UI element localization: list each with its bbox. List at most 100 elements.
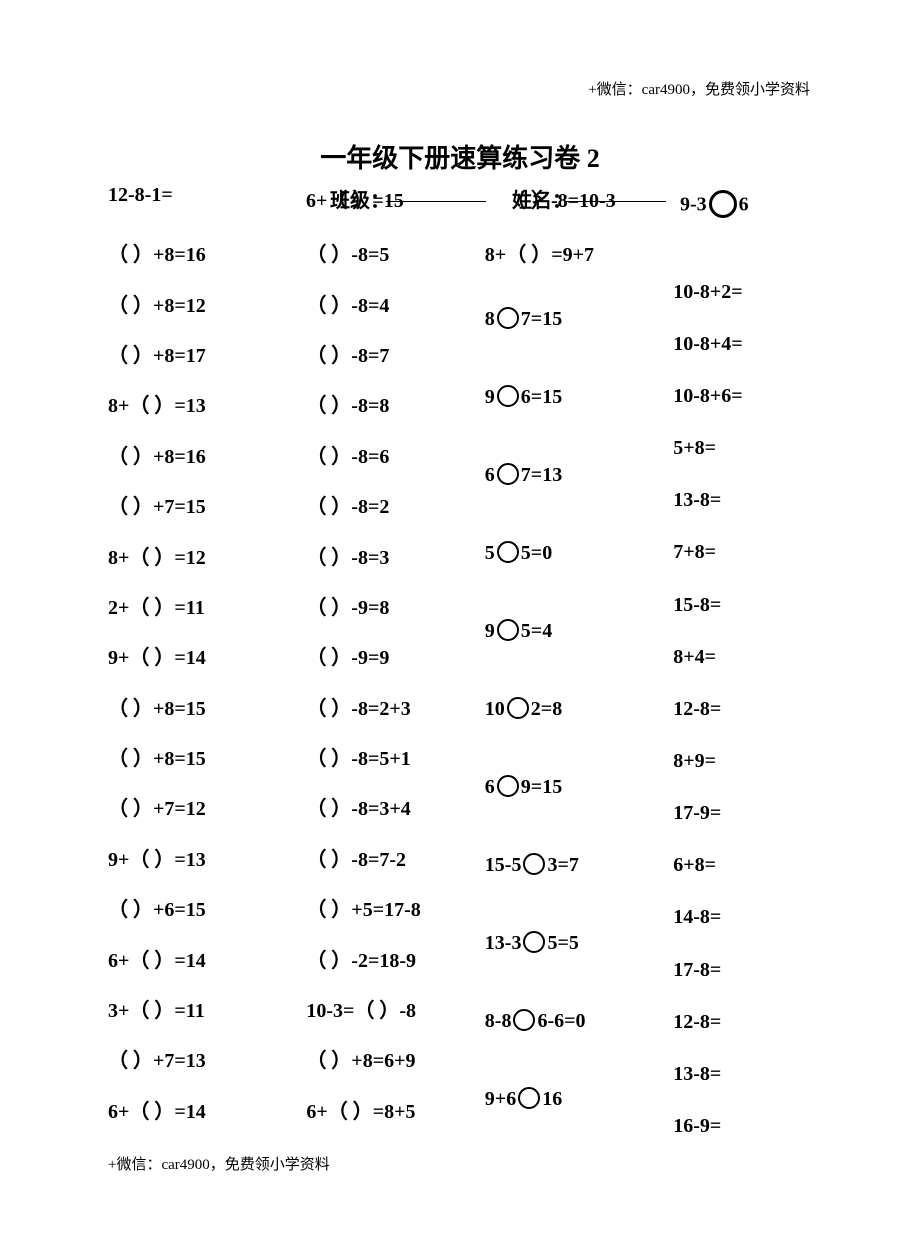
circle-icon: [513, 1009, 535, 1031]
problem-item: （ ）+8=16: [108, 230, 306, 280]
problem-item: （ ）+8=12: [108, 280, 306, 330]
problem-item: 17-8=: [673, 943, 812, 995]
circ-left: 15-5: [485, 855, 522, 875]
problem-item: 2+（ ）=11: [108, 583, 306, 633]
problem-item: （ ）+8=17: [108, 331, 306, 381]
problem-item: 6+（ ）=14: [108, 935, 306, 985]
problem-item: （ ）-9=8: [306, 583, 484, 633]
problem-item: 8+（ ）=12: [108, 532, 306, 582]
circle-icon: [523, 853, 545, 875]
problem-item: 9+6 16: [485, 1060, 673, 1138]
circle-icon: [497, 775, 519, 797]
problem-item: 9+（ ）=13: [108, 835, 306, 885]
problem-item: 16-9=: [673, 1100, 812, 1152]
problem-item: 12-8=: [673, 683, 812, 735]
problem-item: 10-8+6=: [673, 370, 812, 422]
problem-item: 9 5=4: [485, 592, 673, 670]
circ-left: 8: [485, 309, 495, 329]
header-note: +微信：car4900，免费领小学资料: [588, 78, 810, 99]
circ-left: 9: [485, 621, 495, 641]
problem-item: 8+（ ）=9+7: [485, 230, 673, 280]
circ-left: 8-8: [485, 1011, 512, 1031]
problem-item: 15-5 3=7: [485, 826, 673, 904]
problem-item: 13-8=: [673, 1048, 812, 1100]
circ-left: 5: [485, 543, 495, 563]
problem-item: （ ）+7=15: [108, 482, 306, 532]
circ-right: 5=4: [521, 621, 552, 641]
circle-icon: [518, 1087, 540, 1109]
column-3: 8+（ ）=9+787=1596=1567=1355=095=4102=869=…: [485, 180, 673, 1152]
circ-right: 5=5: [547, 933, 578, 953]
problem-item: （ ）-8=5+1: [306, 734, 484, 784]
page-title: 一年级下册速算练习卷 2: [0, 138, 920, 175]
circ-right: 9=15: [521, 777, 562, 797]
circle-icon: [497, 619, 519, 641]
circ-left: 10: [485, 699, 505, 719]
problem-item: （ ）-8=2: [306, 482, 484, 532]
problem-columns: （ ）+8=16（ ）+8=12（ ）+8=178+（ ）=13（ ）+8=16…: [108, 180, 812, 1152]
problem-item: （ ）-8=5: [306, 230, 484, 280]
problem-item: 8+9=: [673, 735, 812, 787]
circ-left: 6: [485, 777, 495, 797]
problem-item: 7+8=: [673, 526, 812, 578]
problem-item: 15-8=: [673, 579, 812, 631]
problem-item: 17-9=: [673, 787, 812, 839]
problem-item: 12-8=: [673, 996, 812, 1048]
circ-right: 6-6=0: [537, 1011, 585, 1031]
problem-item: （ ）-8=6: [306, 432, 484, 482]
problem-item: 10-8+4=: [673, 318, 812, 370]
problem-item: （ ）+8=6+9: [306, 1036, 484, 1086]
circle-icon: [497, 463, 519, 485]
problem-item: 6+8=: [673, 839, 812, 891]
circle-icon: [497, 385, 519, 407]
circ-right: 5=0: [521, 543, 552, 563]
problem-item: （ ）-8=4: [306, 280, 484, 330]
circ-right: 6=15: [521, 387, 562, 407]
problem-item: 13-3 5=5: [485, 904, 673, 982]
circle-icon: [497, 307, 519, 329]
problem-item: （ ）+8=16: [108, 432, 306, 482]
problem-item: （ ）-8=7: [306, 331, 484, 381]
column-2: （ ）-8=5（ ）-8=4（ ）-8=7（ ）-8=8（ ）-8=6（ ）-8…: [306, 180, 484, 1152]
problem-item: （ ）+5=17-8: [306, 885, 484, 935]
problem-item: （ ）-2=18-9: [306, 935, 484, 985]
problem-item: （ ）-8=2+3: [306, 684, 484, 734]
circle-icon: [507, 697, 529, 719]
circ-left: 9+6: [485, 1089, 516, 1109]
circ-left: 6: [485, 465, 495, 485]
circ-right: 7=13: [521, 465, 562, 485]
problem-item: （ ）-8=7-2: [306, 835, 484, 885]
problem-item: 6+（ ）=8+5: [306, 1087, 484, 1137]
problem-item: 6+（ ）=14: [108, 1087, 306, 1137]
problem-item: （ ）+7=13: [108, 1036, 306, 1086]
problem-item: （ ）+8=15: [108, 684, 306, 734]
problem-item: （ ）-8=3+4: [306, 784, 484, 834]
problem-item: 5+8=: [673, 422, 812, 474]
circ-right: 16: [542, 1089, 562, 1109]
problem-item: 13-8=: [673, 474, 812, 526]
problem-item: 6 9=15: [485, 748, 673, 826]
problem-item: （ ）+6=15: [108, 885, 306, 935]
circle-icon: [523, 931, 545, 953]
problem-item: 3+（ ）=11: [108, 986, 306, 1036]
problem-item: （ ）-8=3: [306, 532, 484, 582]
problem-item: 5 5=0: [485, 514, 673, 592]
circ-right: 3=7: [547, 855, 578, 875]
problem-item: 6 7=13: [485, 436, 673, 514]
circle-icon: [497, 541, 519, 563]
problem-item: 8-8 6-6=0: [485, 982, 673, 1060]
problem-item: 8+4=: [673, 631, 812, 683]
circ-left: 13-3: [485, 933, 522, 953]
problem-item: 10-8+2=: [673, 266, 812, 318]
problem-item: 8 7=15: [485, 280, 673, 358]
column-4: 10-8+2=10-8+4=10-8+6=5+8=13-8=7+8=15-8=8…: [673, 180, 812, 1152]
problem-item: 8+（ ）=13: [108, 381, 306, 431]
problem-item: （ ）-8=8: [306, 381, 484, 431]
problem-item: 102=8: [485, 670, 673, 748]
problem-item: （ ）+8=15: [108, 734, 306, 784]
footer-note: +微信：car4900，免费领小学资料: [108, 1153, 330, 1174]
problem-item: （ ）+7=12: [108, 784, 306, 834]
circ-right: 7=15: [521, 309, 562, 329]
problem-item: 9+（ ）=14: [108, 633, 306, 683]
problem-item: 14-8=: [673, 891, 812, 943]
